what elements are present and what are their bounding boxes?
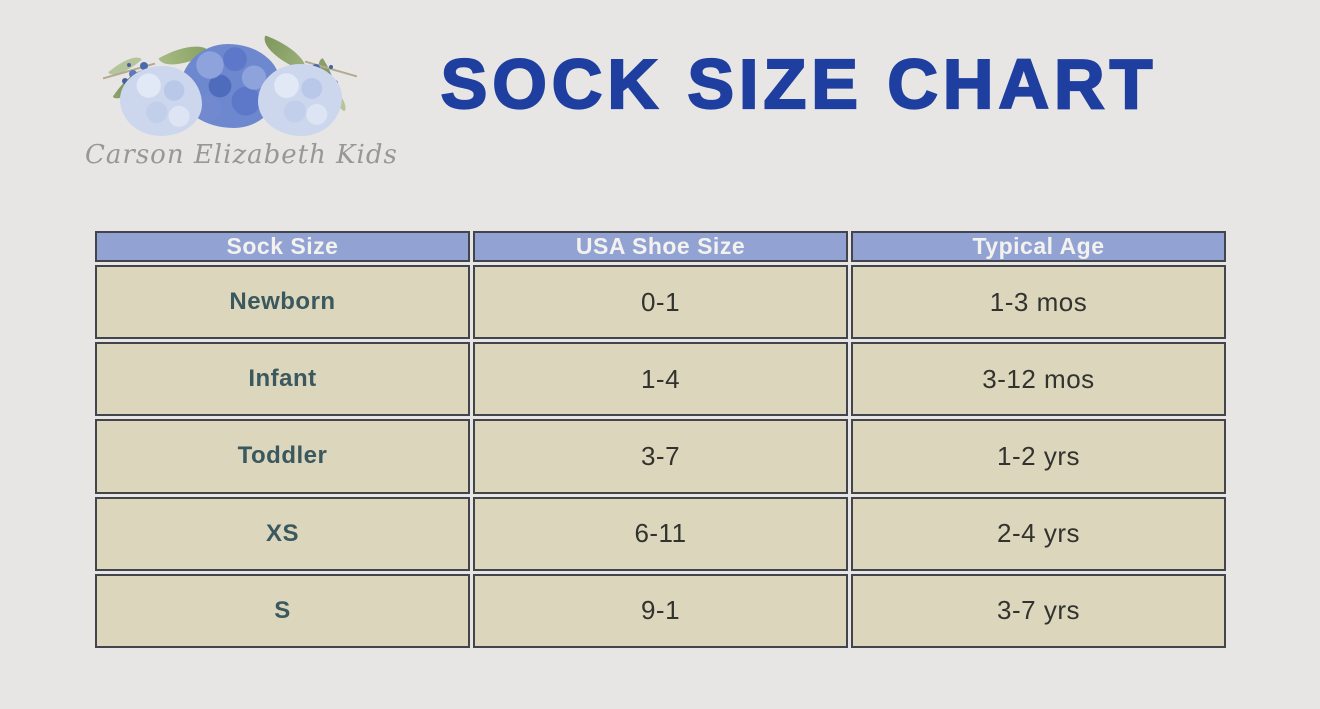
cell-sock-size: Infant bbox=[95, 342, 470, 417]
cell-typical-age: 3-12 mos bbox=[851, 342, 1226, 417]
cell-typical-age: 1-2 yrs bbox=[851, 419, 1226, 494]
cell-usa-shoe-size: 6-11 bbox=[473, 496, 848, 571]
column-header-typical-age: Typical Age bbox=[851, 231, 1226, 262]
light-hydrangea bbox=[258, 64, 342, 136]
berry-sprig bbox=[140, 62, 148, 70]
cell-usa-shoe-size: 3-7 bbox=[473, 419, 848, 494]
cell-usa-shoe-size: 0-1 bbox=[473, 265, 848, 340]
hydrangea-flowers-illustration bbox=[102, 35, 358, 136]
table-header-row: Sock Size USA Shoe Size Typical Age bbox=[95, 231, 1226, 262]
cell-usa-shoe-size: 9-1 bbox=[473, 573, 848, 648]
cell-typical-age: 1-3 mos bbox=[851, 265, 1226, 340]
cell-typical-age: 3-7 yrs bbox=[851, 573, 1226, 648]
cell-sock-size: S bbox=[95, 573, 470, 648]
column-header-sock-size: Sock Size bbox=[95, 231, 470, 262]
table-row: Infant 1-4 3-12 mos bbox=[95, 342, 1226, 417]
table-row: S 9-1 3-7 yrs bbox=[95, 573, 1226, 648]
cell-typical-age: 2-4 yrs bbox=[851, 496, 1226, 571]
table-row: Toddler 3-7 1-2 yrs bbox=[95, 419, 1226, 494]
brand-logo: Carson Elizabeth Kids bbox=[85, 35, 398, 170]
page-title: SOCK SIZE CHART bbox=[440, 44, 1158, 124]
table-row: Newborn 0-1 1-3 mos bbox=[95, 265, 1226, 340]
cell-sock-size: Newborn bbox=[95, 265, 470, 340]
column-header-usa-shoe-size: USA Shoe Size bbox=[473, 231, 848, 262]
light-hydrangea bbox=[120, 66, 202, 136]
brand-name: Carson Elizabeth Kids bbox=[85, 140, 398, 170]
sock-size-table: Sock Size USA Shoe Size Typical Age Newb… bbox=[92, 228, 1229, 651]
table-row: XS 6-11 2-4 yrs bbox=[95, 496, 1226, 571]
cell-usa-shoe-size: 1-4 bbox=[473, 342, 848, 417]
cell-sock-size: XS bbox=[95, 496, 470, 571]
cell-sock-size: Toddler bbox=[95, 419, 470, 494]
